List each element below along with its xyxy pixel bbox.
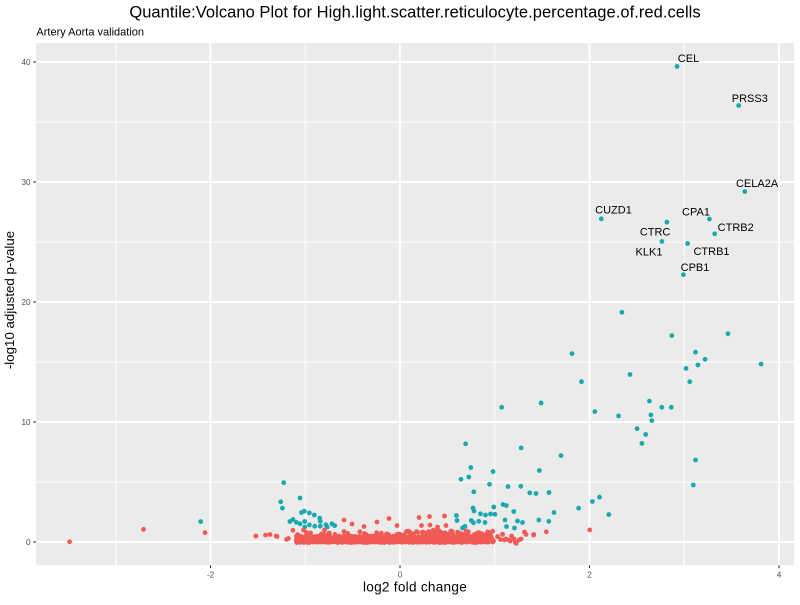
svg-text:log2 fold change: log2 fold change: [363, 579, 467, 594]
svg-text:CUZD1: CUZD1: [595, 204, 632, 216]
svg-text:CTRB1: CTRB1: [693, 246, 729, 258]
svg-text:-2: -2: [207, 571, 215, 580]
svg-text:2: 2: [587, 571, 592, 580]
svg-text:CEL: CEL: [678, 53, 699, 65]
svg-text:0: 0: [26, 538, 31, 547]
svg-text:Artery Aorta validation: Artery Aorta validation: [36, 27, 144, 39]
svg-text:CPB1: CPB1: [681, 262, 710, 274]
svg-text:40: 40: [21, 58, 31, 67]
svg-text:4: 4: [777, 571, 782, 580]
svg-text:-log10 adjusted p-value: -log10 adjusted p-value: [2, 231, 17, 369]
svg-text:10: 10: [21, 418, 31, 427]
svg-text:CELA2A: CELA2A: [736, 178, 779, 190]
svg-text:30: 30: [21, 178, 31, 187]
svg-text:KLK1: KLK1: [636, 246, 663, 258]
svg-text:CTRC: CTRC: [640, 227, 671, 239]
svg-text:Quantile:Volcano Plot for High: Quantile:Volcano Plot for High.light.sca…: [129, 3, 700, 21]
svg-text:CTRB2: CTRB2: [718, 222, 754, 234]
svg-text:PRSS3: PRSS3: [732, 93, 768, 105]
svg-text:CPA1: CPA1: [682, 206, 710, 218]
svg-text:0: 0: [398, 571, 403, 580]
svg-text:20: 20: [21, 298, 31, 307]
